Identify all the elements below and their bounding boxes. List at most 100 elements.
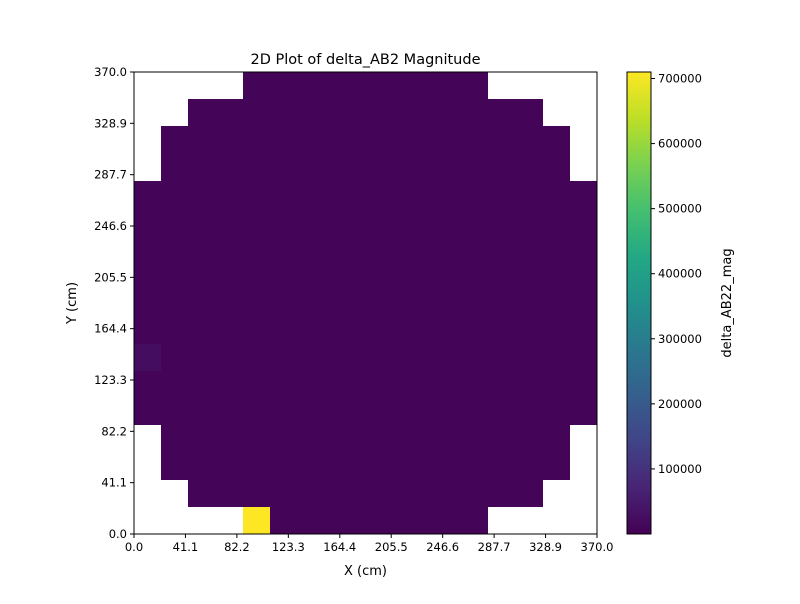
heatmap-cell — [434, 480, 461, 507]
heatmap-cell — [297, 425, 325, 452]
heatmap-cell — [161, 126, 188, 154]
x-tick-label: 123.3 — [272, 540, 305, 554]
heatmap-cell — [515, 154, 543, 181]
heatmap-cell — [379, 154, 406, 181]
heatmap-cell — [297, 371, 325, 398]
heatmap-cell — [379, 507, 406, 534]
heatmap-cell — [488, 126, 515, 154]
heatmap-cell — [543, 154, 570, 181]
heatmap-cell — [379, 99, 406, 126]
heatmap-cell — [352, 235, 379, 262]
heatmap-cell — [352, 452, 379, 480]
heatmap-cell — [434, 154, 461, 181]
heatmap-cell — [243, 208, 270, 235]
heatmap-cell — [270, 425, 297, 452]
heatmap-cell — [461, 452, 488, 480]
heatmap-cell — [570, 235, 597, 262]
heatmap-cell — [325, 425, 352, 452]
heatmap-cell — [461, 507, 488, 534]
heatmap-cell — [461, 344, 488, 371]
heatmap-cell — [297, 262, 325, 289]
heatmap-cell — [270, 154, 297, 181]
heatmap-cell — [461, 398, 488, 425]
x-axis-ticks: 0.0 41.1 82.2 123.3 164.4 205.5 246.6 287.7 328.… — [125, 534, 614, 554]
heatmap-cell — [216, 181, 243, 208]
heatmap-cell — [325, 507, 352, 534]
colorbar-tick-label: 400000 — [658, 267, 702, 281]
heatmap-cell — [461, 181, 488, 208]
x-tick-label: 205.5 — [375, 540, 408, 554]
heatmap-cell — [325, 317, 352, 344]
heatmap-cell — [325, 398, 352, 425]
heatmap-cell — [461, 289, 488, 317]
heatmap-cell — [161, 235, 188, 262]
x-tick-label: 164.4 — [323, 540, 356, 554]
colorbar-tick-label: 300000 — [658, 332, 702, 346]
y-axis-ticks: 0.0 41.1 82.2 123.3 164.4 205.5 246.6 287.7 328.… — [94, 65, 134, 541]
heatmap-cell — [216, 262, 243, 289]
heatmap-cell — [188, 181, 216, 208]
heatmap-cell — [188, 452, 216, 480]
heatmap-cell — [488, 317, 515, 344]
heatmap-cell — [325, 181, 352, 208]
heatmap-cell — [161, 317, 188, 344]
x-tick-label: 0.0 — [125, 540, 143, 554]
heatmap-cell — [297, 99, 325, 126]
heatmap-cell — [543, 181, 570, 208]
y-tick-label: 370.0 — [94, 65, 127, 79]
x-tick-label: 82.2 — [224, 540, 250, 554]
heatmap-cell — [406, 181, 434, 208]
heatmap-cell — [379, 289, 406, 317]
heatmap-cell — [216, 371, 243, 398]
heatmap-cell — [379, 262, 406, 289]
heatmap-cell — [406, 452, 434, 480]
heatmap-cell — [434, 262, 461, 289]
heatmap-cell — [570, 289, 597, 317]
heatmap-cell — [461, 371, 488, 398]
heatmap-cell — [379, 344, 406, 371]
heatmap-cell — [243, 289, 270, 317]
heatmap-cell — [434, 452, 461, 480]
heatmap-cell — [297, 289, 325, 317]
heatmap-cell — [434, 317, 461, 344]
heatmap-cell — [134, 398, 161, 425]
heatmap-cell — [488, 371, 515, 398]
heatmap-cell — [297, 344, 325, 371]
heatmap-cell — [515, 371, 543, 398]
heatmap-cell — [379, 425, 406, 452]
heatmap-cell — [297, 235, 325, 262]
heatmap-cell — [515, 480, 543, 507]
heatmap-cell — [379, 480, 406, 507]
heatmap-cell — [270, 181, 297, 208]
heatmap-cell — [515, 317, 543, 344]
heatmap-cell — [243, 235, 270, 262]
heatmap-cell — [325, 480, 352, 507]
heatmap-cell — [543, 425, 570, 452]
heatmap-cell — [188, 154, 216, 181]
heatmap-cell — [434, 398, 461, 425]
y-tick-label: 287.7 — [94, 168, 127, 182]
heatmap-cell — [325, 154, 352, 181]
heatmap-cell — [216, 154, 243, 181]
heatmap-cell — [461, 72, 488, 99]
x-tick-label: 370.0 — [581, 540, 614, 554]
heatmap-cell — [325, 126, 352, 154]
heatmap-cell — [488, 425, 515, 452]
heatmap-cell — [134, 262, 161, 289]
heatmap-cell — [243, 398, 270, 425]
heatmap-cell — [379, 398, 406, 425]
heatmap-cell — [243, 72, 270, 99]
heatmap-cell — [434, 99, 461, 126]
heatmap-cell — [352, 181, 379, 208]
heatmap-cell — [188, 126, 216, 154]
heatmap-cell — [379, 72, 406, 99]
heatmap-cell — [406, 317, 434, 344]
heatmap-cell — [352, 480, 379, 507]
heatmap-cell — [461, 317, 488, 344]
heatmap-cell — [325, 99, 352, 126]
heatmap-cell — [134, 371, 161, 398]
heatmap-cell — [270, 507, 297, 534]
heatmap-cell — [515, 235, 543, 262]
y-tick-label: 41.1 — [101, 476, 127, 490]
